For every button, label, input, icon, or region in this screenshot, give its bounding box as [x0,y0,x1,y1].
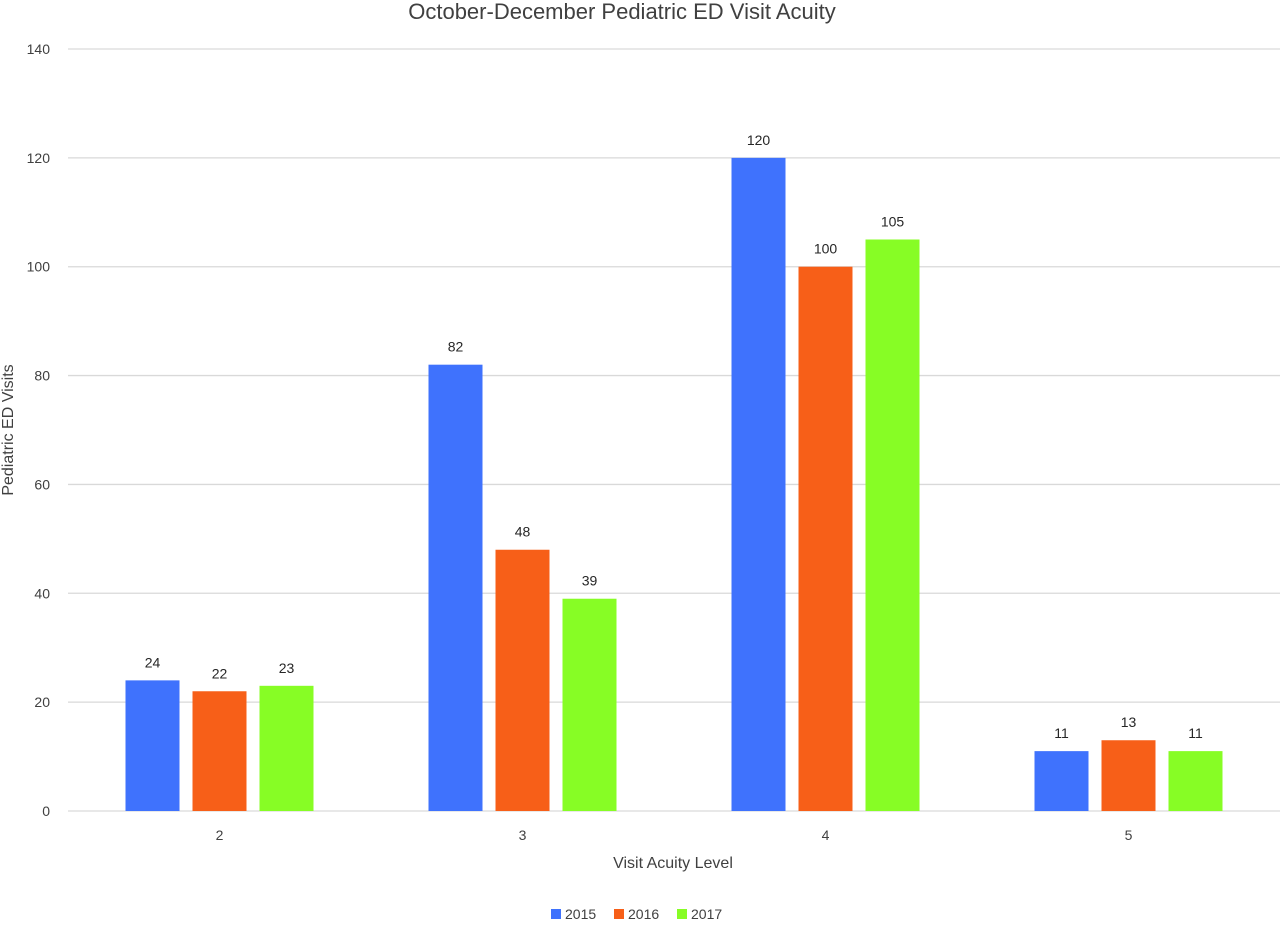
bar-2015-level-2 [125,680,180,811]
x-tick-label: 3 [519,827,527,843]
data-label: 39 [582,573,598,589]
y-tick-label: 100 [27,259,51,275]
legend-label: 2017 [691,906,722,920]
bar-2017-level-5 [1168,751,1223,811]
data-label: 11 [1188,725,1203,741]
y-tick-label: 60 [34,476,50,492]
legend-swatch-2015 [551,909,561,919]
y-axis-ticks: 0 20 40 60 80 100 120 140 [27,41,51,819]
x-axis-title: Visit Acuity Level [613,855,733,872]
bar-2016-level-2 [192,691,247,811]
legend-label: 2015 [565,906,596,920]
y-tick-label: 120 [27,150,51,166]
data-label: 48 [515,524,531,540]
data-label: 13 [1121,714,1137,730]
y-tick-label: 80 [34,368,50,384]
data-label: 105 [881,214,905,230]
y-tick-label: 40 [34,585,50,601]
y-tick-label: 0 [42,803,50,819]
bar-2015-level-4 [731,157,786,811]
bar-2016-level-4 [798,266,853,811]
data-labels: 24 22 23 82 48 39 120 100 105 11 13 11 [145,132,1203,741]
gridlines [68,48,1280,812]
bar-2017-level-2 [259,685,314,811]
bars [125,157,1223,811]
y-axis-title: Pediatric ED Visits [0,364,17,495]
data-label: 82 [448,339,464,355]
x-axis-ticks: 2 3 4 5 [216,827,1133,843]
data-label: 22 [212,665,228,681]
chart-title: October-December Pediatric ED Visit Acui… [408,0,836,24]
legend-swatch-2016 [614,909,624,919]
bar-2016-level-5 [1101,740,1156,811]
bar-2017-level-4 [865,239,920,811]
data-label: 120 [747,132,771,148]
y-tick-label: 140 [27,41,51,57]
x-tick-label: 4 [822,827,830,843]
bar-2017-level-3 [562,598,617,811]
legend: 2015 2016 2017 [551,906,722,922]
legend-swatch-2017 [677,909,687,919]
x-tick-label: 2 [216,827,224,843]
bar-2016-level-3 [495,549,550,811]
x-tick-label: 5 [1125,827,1133,843]
y-tick-label: 20 [34,694,50,710]
bar-2015-level-3 [428,364,483,811]
data-label: 24 [145,654,161,670]
legend-label: 2016 [628,906,659,920]
bar-2015-level-5 [1034,751,1089,811]
data-label: 23 [279,660,295,676]
data-label: 11 [1054,725,1069,741]
data-label: 100 [814,241,838,257]
